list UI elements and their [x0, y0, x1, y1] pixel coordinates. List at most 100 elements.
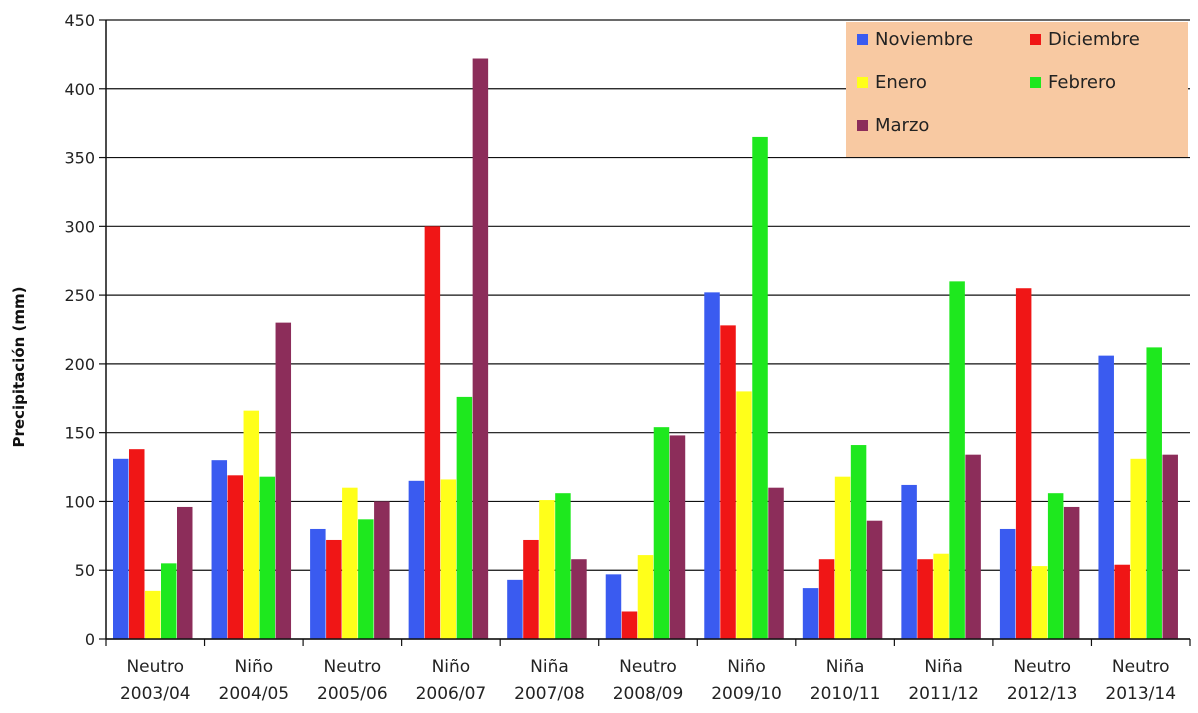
y-tick-label: 350 — [64, 149, 95, 168]
bar-febrero — [555, 493, 571, 639]
x-tick-label: Neutro — [1112, 657, 1170, 677]
bar-enero — [243, 410, 260, 639]
bar-noviembre — [507, 579, 523, 639]
bar-noviembre — [605, 574, 622, 639]
bar-enero — [1130, 458, 1146, 639]
bar-marzo — [275, 322, 292, 639]
x-tick-label: 2009/10 — [711, 684, 782, 704]
x-tick-label: Niña — [826, 657, 865, 677]
bar-diciembre — [523, 539, 539, 639]
x-tick-label: 2013/14 — [1105, 684, 1176, 704]
bar-febrero — [1047, 493, 1064, 639]
legend-label-marzo: Marzo — [875, 115, 929, 136]
bar-noviembre — [310, 528, 326, 639]
x-tick-label: Niña — [530, 657, 569, 677]
bar-marzo — [866, 520, 883, 639]
bars — [113, 58, 1178, 640]
bar-marzo — [177, 506, 193, 639]
x-tick-label: 2007/08 — [514, 684, 585, 704]
bar-marzo — [472, 58, 489, 639]
legend-swatch-marzo — [857, 120, 868, 131]
bar-noviembre — [211, 460, 228, 639]
bar-febrero — [653, 427, 670, 639]
bar-enero — [834, 476, 851, 639]
bar-marzo — [669, 435, 686, 639]
x-tick-label: Niña — [924, 657, 963, 677]
legend-swatch-enero — [857, 77, 868, 88]
legend-swatch-febrero — [1030, 77, 1041, 88]
x-tick-label: 2010/11 — [810, 684, 881, 704]
bar-noviembre — [704, 292, 720, 639]
x-tick-label: 2012/13 — [1007, 684, 1078, 704]
y-tick-label: 0 — [85, 630, 95, 649]
bar-diciembre — [129, 449, 145, 639]
y-axis-ticks: 0 50 100 150 200 250 300 350 400 450 — [64, 11, 106, 649]
legend-swatch-diciembre — [1030, 34, 1041, 45]
bar-enero — [539, 500, 555, 639]
bar-enero — [736, 391, 752, 639]
bar-noviembre — [408, 480, 425, 639]
bar-marzo — [571, 559, 587, 639]
y-tick-label: 400 — [64, 80, 95, 99]
bar-enero — [440, 479, 457, 639]
bar-enero — [145, 590, 161, 639]
x-tick-label: Neutro — [324, 657, 382, 677]
bar-febrero — [752, 136, 768, 639]
bar-noviembre — [999, 528, 1016, 639]
x-tick-label: Neutro — [619, 657, 677, 677]
bar-febrero — [850, 445, 867, 639]
bar-noviembre — [901, 484, 917, 639]
x-tick-label: 2004/05 — [219, 684, 290, 704]
y-tick-label: 450 — [64, 11, 95, 30]
y-tick-label: 100 — [64, 492, 95, 511]
y-tick-label: 300 — [64, 217, 95, 236]
x-tick-label: 2003/04 — [120, 684, 191, 704]
bar-noviembre — [113, 458, 129, 639]
y-tick-label: 200 — [64, 355, 95, 374]
bar-diciembre — [917, 559, 933, 639]
bar-febrero — [358, 519, 374, 639]
y-tick-label: 50 — [75, 561, 95, 580]
x-tick-label: 2005/06 — [317, 684, 388, 704]
legend: Noviembre Diciembre Enero Febrero Marzo — [846, 22, 1188, 157]
x-axis-ticks: Neutro 2003/04 Niño 2004/05 Neutro 2005/06 Niñ… — [105, 639, 1191, 704]
bar-enero — [637, 555, 654, 639]
y-tick-label: 150 — [64, 424, 95, 443]
bar-noviembre — [1098, 355, 1114, 639]
legend-box — [846, 22, 1188, 157]
bar-diciembre — [1015, 288, 1032, 639]
bar-diciembre — [818, 559, 835, 639]
bar-diciembre — [227, 475, 244, 639]
x-tick-label: Niño — [432, 657, 471, 677]
bar-diciembre — [326, 539, 342, 639]
x-tick-label: Neutro — [126, 657, 184, 677]
bar-diciembre — [1114, 564, 1130, 639]
legend-label-febrero: Febrero — [1048, 72, 1116, 93]
bar-marzo — [374, 501, 390, 639]
bar-marzo — [965, 454, 981, 639]
bar-diciembre — [424, 226, 441, 640]
axes — [105, 20, 1190, 640]
legend-label-enero: Enero — [875, 72, 927, 93]
x-tick-label: Neutro — [1013, 657, 1071, 677]
bar-enero — [933, 553, 949, 639]
bar-febrero — [949, 281, 965, 639]
bar-febrero — [259, 476, 276, 639]
bar-febrero — [1146, 347, 1162, 639]
bar-marzo — [1063, 506, 1080, 639]
bar-diciembre — [720, 325, 736, 639]
x-tick-label: Niño — [727, 657, 766, 677]
bar-febrero — [161, 563, 177, 639]
bar-enero — [342, 487, 358, 639]
bar-febrero — [456, 396, 473, 639]
bar-marzo — [1162, 454, 1178, 639]
y-tick-label: 250 — [64, 286, 95, 305]
legend-label-noviembre: Noviembre — [875, 29, 973, 50]
x-tick-label: 2006/07 — [416, 684, 487, 704]
x-tick-label: 2008/09 — [613, 684, 684, 704]
x-tick-label: 2011/12 — [908, 684, 979, 704]
bar-diciembre — [621, 611, 638, 639]
bar-marzo — [768, 487, 784, 639]
bar-enero — [1031, 566, 1048, 639]
